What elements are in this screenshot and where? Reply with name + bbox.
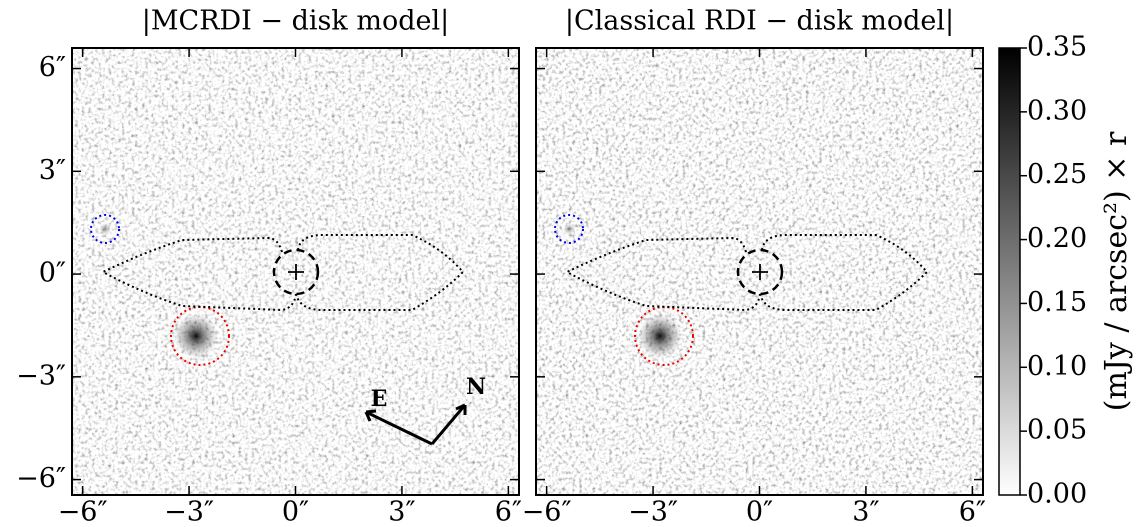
x-tick-label: 6″	[959, 497, 986, 527]
x-tick-label: −6″	[58, 497, 108, 527]
y-tick-label: 3″	[39, 155, 66, 186]
x-tick-label: −3″	[628, 497, 678, 527]
y-tick-label: −6″	[16, 463, 66, 494]
colorbar-tick-label: 0.10	[1027, 351, 1087, 382]
x-tick-label: 3″	[388, 497, 415, 527]
x-tick-label: 0″	[282, 497, 309, 527]
colorbar-label: (mJy / arcsec²) × r	[1099, 131, 1134, 411]
x-tick-label: −3″	[164, 497, 214, 527]
colorbar-tick-label: 0.15	[1027, 287, 1087, 318]
panel-frame	[535, 47, 984, 496]
colorbar-tick-label: 0.35	[1027, 32, 1087, 63]
colorbar-tick-label: 0.05	[1027, 415, 1087, 446]
x-tick-label: 3″	[852, 497, 879, 527]
panel-title: |Classical RDI − disk model|	[565, 6, 954, 37]
y-tick-label: 0″	[39, 258, 66, 289]
panel-title: |MCRDI − disk model|	[142, 6, 449, 37]
y-tick-label: −3″	[16, 360, 66, 391]
colorbar-tick-label: 0.00	[1027, 479, 1087, 510]
y-tick-label: 6″	[39, 52, 66, 83]
x-tick-label: 0″	[746, 497, 773, 527]
colorbar-tick-label: 0.20	[1027, 223, 1087, 254]
x-tick-label: 6″	[495, 497, 522, 527]
x-tick-label: −6″	[522, 497, 572, 527]
compass-label: N	[466, 374, 486, 400]
colorbar-tick-label: 0.25	[1027, 159, 1087, 190]
compass	[364, 403, 467, 446]
colorbar-tick-label: 0.30	[1027, 95, 1087, 126]
colorbar	[998, 47, 1021, 496]
panel-frame	[71, 47, 520, 496]
compass-label: E	[371, 386, 388, 412]
panel	[535, 47, 984, 496]
